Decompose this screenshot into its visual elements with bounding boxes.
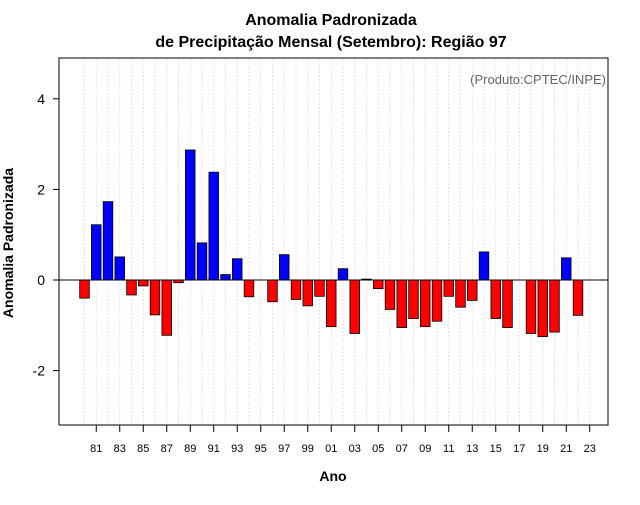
bar — [561, 257, 572, 281]
y-axis-label: Anomalia Padronizada — [0, 168, 16, 318]
chart-title-line-1: Anomalia Padronizada — [245, 12, 417, 29]
bar — [443, 279, 454, 297]
bar — [232, 258, 243, 281]
bar — [290, 279, 302, 300]
x-tick-label: 87 — [161, 443, 173, 455]
y-tick-label: -2 — [33, 363, 46, 379]
bar — [373, 279, 384, 290]
x-tick-label: 81 — [90, 443, 102, 455]
y-tick-label: 2 — [37, 181, 45, 197]
bar — [208, 171, 219, 281]
bar — [490, 279, 501, 319]
bar — [326, 279, 337, 328]
x-tick-label: 21 — [560, 443, 572, 455]
bar — [161, 279, 172, 336]
bar — [267, 279, 278, 303]
bar — [279, 254, 290, 281]
bar — [126, 279, 137, 296]
source-annotation: (Produto:CPTEC/INPE) — [470, 72, 606, 87]
x-tick-label: 07 — [396, 443, 408, 455]
bar — [185, 149, 196, 281]
bar — [431, 279, 443, 322]
bar — [420, 279, 431, 328]
bar — [549, 279, 560, 333]
x-axis: 81 83 85 87 89 91 93 95 97 99 01 03 05 07 09 11 13 15 17 19… — [90, 425, 596, 455]
bar — [302, 279, 313, 307]
x-tick-label: 01 — [325, 443, 337, 455]
x-tick-label: 85 — [137, 443, 149, 455]
chart-title-line-2: de Precipitação Mensal (Setembro): Regiã… — [155, 34, 506, 51]
plot-frame — [58, 57, 609, 426]
x-tick-label: 11 — [443, 443, 454, 455]
x-tick-label: 05 — [372, 443, 384, 455]
x-tick-label: 99 — [302, 443, 314, 455]
bar — [502, 279, 513, 328]
x-tick-label: 13 — [466, 443, 478, 455]
bar — [243, 279, 255, 298]
y-tick-label: 0 — [37, 272, 45, 288]
bar — [79, 279, 90, 299]
bar — [149, 279, 161, 316]
x-tick-label: 93 — [231, 443, 243, 455]
grid-layer — [84, 58, 591, 425]
bar — [314, 279, 325, 297]
bar — [525, 279, 537, 334]
bar — [349, 279, 360, 334]
bar — [384, 279, 396, 310]
x-tick-label: 15 — [490, 443, 502, 455]
bar — [114, 256, 125, 281]
x-tick-label: 23 — [584, 443, 596, 455]
bar — [91, 224, 102, 281]
x-tick-label: 89 — [184, 443, 196, 455]
x-tick-label: 09 — [419, 443, 431, 455]
x-tick-label: 97 — [278, 443, 290, 455]
bar — [478, 251, 490, 281]
bar — [220, 274, 231, 281]
bar — [572, 279, 584, 316]
bars-layer — [79, 149, 584, 338]
x-axis-label: Ano — [319, 468, 346, 484]
bar — [138, 279, 149, 287]
y-axis: -2 0 2 4 — [33, 91, 59, 379]
bar — [396, 279, 407, 328]
x-tick-label: 91 — [208, 443, 220, 455]
y-tick-label: 4 — [37, 91, 45, 107]
bar — [102, 201, 114, 281]
x-tick-label: 17 — [513, 443, 525, 455]
x-tick-label: 03 — [349, 443, 361, 455]
x-tick-label: 95 — [255, 443, 267, 455]
bar — [455, 279, 466, 308]
x-tick-label: 83 — [114, 443, 126, 455]
x-tick-label: 19 — [537, 443, 549, 455]
bar — [537, 279, 548, 338]
bar — [467, 279, 478, 301]
bar — [196, 242, 208, 281]
bar — [408, 279, 419, 319]
bar — [337, 268, 349, 281]
